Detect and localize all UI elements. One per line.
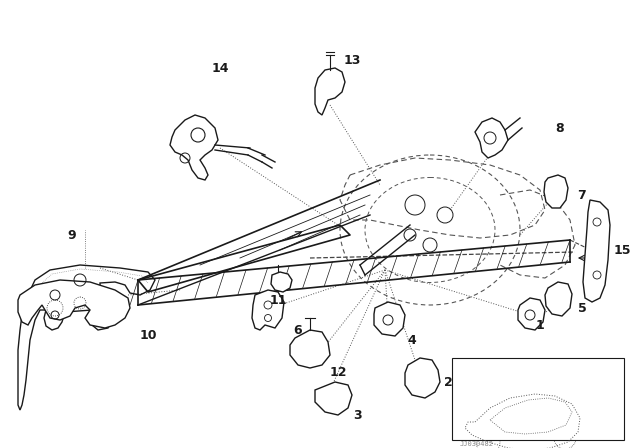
Bar	[452, 358, 624, 440]
Polygon shape	[315, 68, 345, 115]
Text: 1: 1	[536, 319, 545, 332]
Text: 12: 12	[329, 366, 347, 379]
Text: 13: 13	[343, 53, 361, 66]
Text: 2: 2	[444, 375, 452, 388]
Polygon shape	[475, 118, 508, 158]
Text: 15: 15	[613, 244, 631, 257]
Text: 10: 10	[140, 328, 157, 341]
Text: 9: 9	[68, 228, 76, 241]
Text: 7: 7	[578, 189, 586, 202]
Polygon shape	[405, 358, 440, 398]
Polygon shape	[583, 200, 610, 302]
Polygon shape	[18, 280, 130, 328]
Polygon shape	[252, 290, 284, 330]
Polygon shape	[545, 282, 572, 316]
Text: 8: 8	[556, 121, 564, 134]
Polygon shape	[170, 115, 218, 180]
Polygon shape	[271, 272, 292, 292]
Polygon shape	[374, 302, 405, 336]
Text: 4: 4	[408, 333, 417, 346]
Text: JJ030482: JJ030482	[460, 441, 494, 447]
Polygon shape	[544, 175, 568, 208]
Text: 14: 14	[211, 61, 228, 74]
Text: 6: 6	[294, 323, 302, 336]
Text: 3: 3	[354, 409, 362, 422]
Text: 11: 11	[269, 293, 287, 306]
Polygon shape	[518, 298, 545, 330]
Text: 5: 5	[578, 302, 586, 314]
Polygon shape	[290, 330, 330, 368]
Polygon shape	[315, 382, 352, 415]
